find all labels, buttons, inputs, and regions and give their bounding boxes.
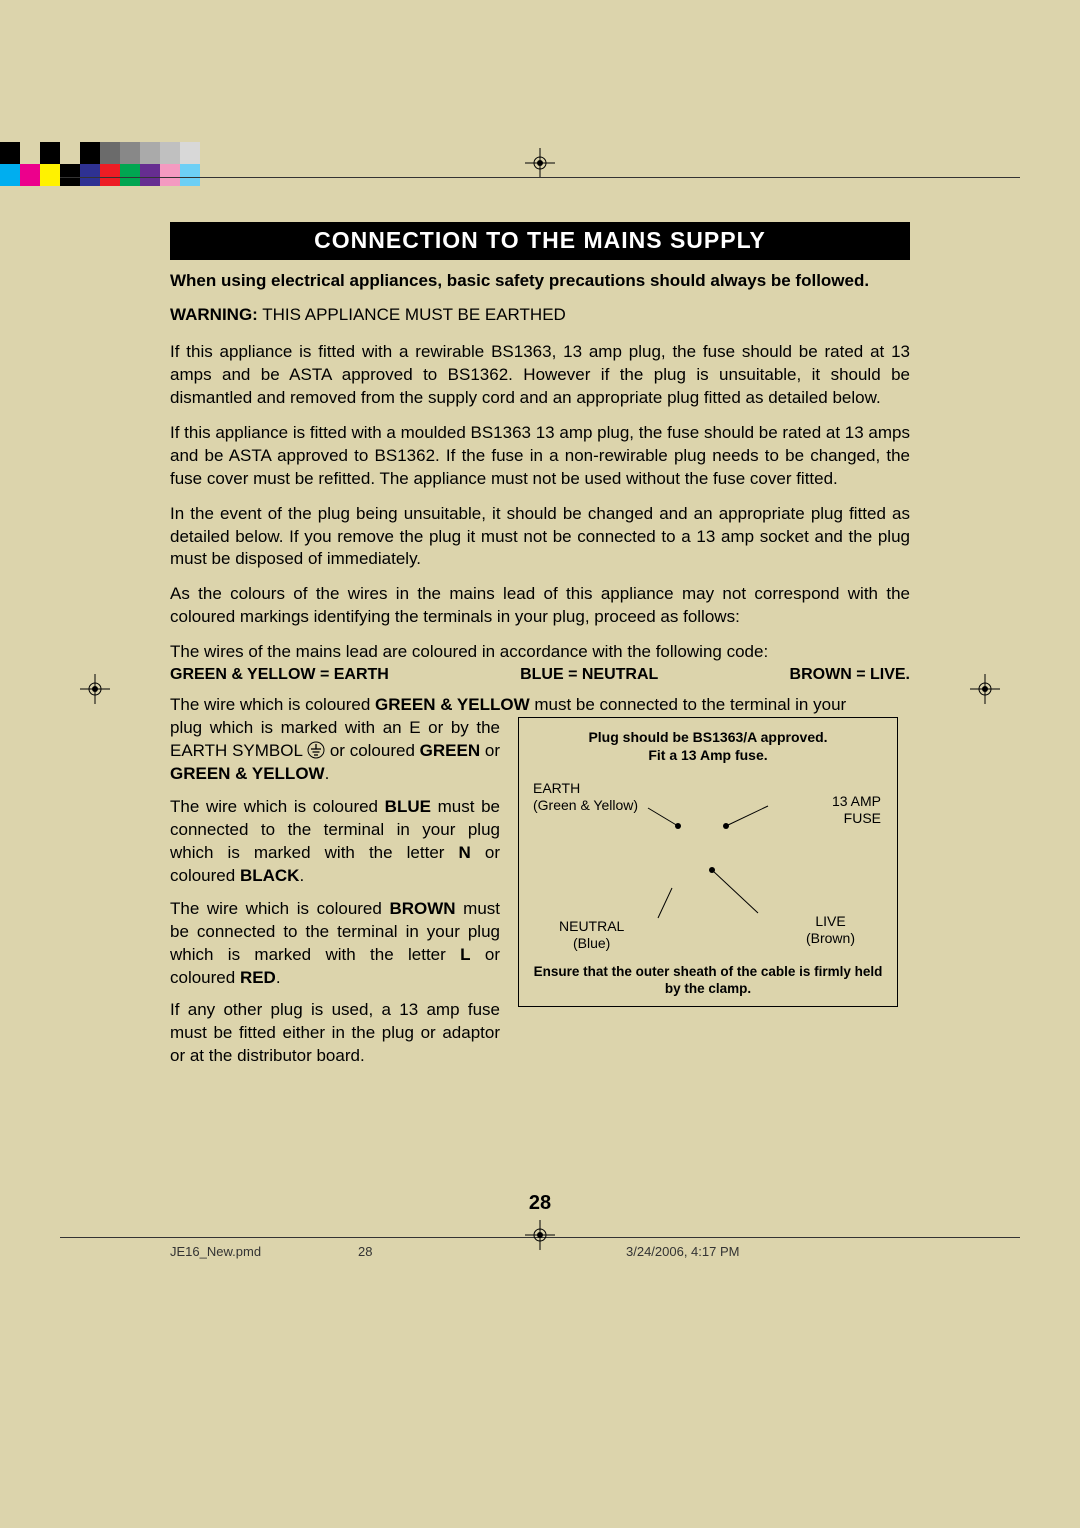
- footer-datetime: 3/24/2006, 4:17 PM: [626, 1244, 739, 1259]
- bl-g: .: [299, 866, 304, 885]
- paragraph-1: If this appliance is fitted with a rewir…: [170, 341, 910, 410]
- bl-a: The wire which is coloured: [170, 797, 385, 816]
- label-live-l1: LIVE: [815, 913, 845, 929]
- bl-d: N: [459, 843, 471, 862]
- blue-para: The wire which is coloured BLUE must be …: [170, 796, 500, 888]
- warning-text: THIS APPLIANCE MUST BE EARTHED: [258, 305, 566, 324]
- intro-text: When using electrical appliances, basic …: [170, 270, 910, 293]
- warning-line: WARNING: THIS APPLIANCE MUST BE EARTHED: [170, 305, 910, 325]
- plug-diagram-box: Plug should be BS1363/A approved. Fit a …: [518, 717, 898, 1078]
- br-d: L: [460, 945, 470, 964]
- gy-seg-a: The wire which is coloured: [170, 695, 375, 714]
- gy-seg-h: .: [325, 764, 330, 783]
- registration-target-left: [80, 674, 110, 704]
- footer-filename: JE16_New.pmd: [170, 1244, 261, 1259]
- diagram-footer: Ensure that the outer sheath of the cabl…: [529, 964, 887, 998]
- brown-para: The wire which is coloured BROWN must be…: [170, 898, 500, 990]
- label-fuse-l2: FUSE: [844, 810, 881, 826]
- gy-seg-b: GREEN & YELLOW: [375, 695, 530, 714]
- label-fuse-l1: 13 AMP: [832, 793, 881, 809]
- warning-label: WARNING:: [170, 305, 258, 324]
- footer-page: 28: [358, 1244, 372, 1259]
- label-live: LIVE (Brown): [806, 913, 855, 947]
- br-b: BROWN: [389, 899, 455, 918]
- paragraph-4: As the colours of the wires in the mains…: [170, 583, 910, 629]
- paragraph-5: The wires of the mains lead are coloured…: [170, 641, 910, 664]
- gy-seg-e: GREEN: [420, 741, 480, 760]
- br-a: The wire which is coloured: [170, 899, 389, 918]
- gy-seg-f: or: [480, 741, 500, 760]
- green-yellow-para-cont: plug which is marked with an E or by the…: [170, 717, 500, 786]
- registration-target-top: [525, 148, 555, 178]
- label-earth-l1: EARTH: [533, 780, 580, 796]
- label-live-l2: (Brown): [806, 930, 855, 946]
- paragraph-3: In the event of the plug being unsuitabl…: [170, 503, 910, 572]
- bl-b: BLUE: [385, 797, 431, 816]
- two-column-region: plug which is marked with an E or by the…: [170, 717, 910, 1078]
- registration-target-bottom: [525, 1220, 555, 1250]
- crop-line-top: [60, 177, 1020, 178]
- gy-seg-g: GREEN & YELLOW: [170, 764, 325, 783]
- br-g: .: [276, 968, 281, 987]
- other-plug-para: If any other plug is used, a 13 amp fuse…: [170, 999, 500, 1068]
- bl-f: BLACK: [240, 866, 300, 885]
- plug-wiring-diagram: [608, 778, 808, 948]
- label-neutral-l2: (Blue): [573, 935, 610, 951]
- page-content: CONNECTION TO THE MAINS SUPPLY When usin…: [170, 222, 910, 1078]
- registration-target-right: [970, 674, 1000, 704]
- page-number: 28: [529, 1192, 551, 1215]
- code-neutral: BLUE = NEUTRAL: [520, 666, 658, 684]
- diagram-title-l1: Plug should be BS1363/A approved.: [588, 729, 827, 745]
- code-earth: GREEN & YELLOW = EARTH: [170, 666, 389, 684]
- paragraph-2: If this appliance is fitted with a mould…: [170, 422, 910, 491]
- green-yellow-top-line: The wire which is coloured GREEN & YELLO…: [170, 694, 910, 717]
- left-text-column: plug which is marked with an E or by the…: [170, 717, 500, 1078]
- page-title: CONNECTION TO THE MAINS SUPPLY: [170, 222, 910, 260]
- diagram-title: Plug should be BS1363/A approved. Fit a …: [529, 728, 887, 764]
- gy-seg-d: or coloured: [325, 741, 420, 760]
- br-f: RED: [240, 968, 276, 987]
- wire-code-line: GREEN & YELLOW = EARTH BLUE = NEUTRAL BR…: [170, 666, 910, 684]
- earth-symbol-icon: [307, 741, 325, 759]
- gy-seg-c-part1: must be connected to the terminal in you…: [530, 695, 847, 714]
- code-live: BROWN = LIVE.: [790, 666, 910, 684]
- diagram-title-l2: Fit a 13 Amp fuse.: [648, 747, 767, 763]
- label-fuse: 13 AMP FUSE: [832, 793, 881, 827]
